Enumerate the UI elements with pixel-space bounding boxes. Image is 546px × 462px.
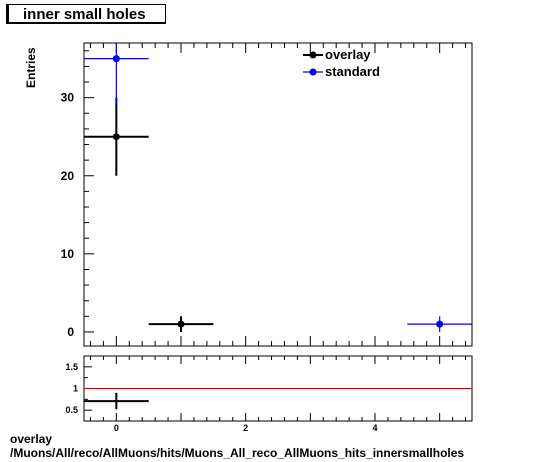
title-box: inner small holes: [6, 4, 166, 24]
data-point: [112, 133, 120, 141]
y-tick-label: 1.5: [65, 362, 78, 372]
x-tick-label: 0: [114, 423, 119, 433]
y-tick-label: 1: [73, 384, 78, 394]
data-point: [112, 55, 120, 63]
legend-label: standard: [325, 64, 380, 79]
y-tick-label: 10: [61, 247, 75, 261]
footer-path: /Muons/All/reco/AllMuons/hits/Muons_All_…: [10, 446, 465, 460]
legend-marker: [309, 68, 317, 76]
footer-label: overlay: [10, 432, 53, 446]
y-tick-label: 20: [61, 169, 75, 183]
y-tick-label: 30: [61, 91, 75, 105]
x-tick-label: 4: [372, 423, 377, 433]
legend-label: overlay: [325, 47, 371, 62]
legend-marker: [309, 51, 317, 59]
chart-title: inner small holes: [23, 6, 146, 23]
plot-frame: [83, 42, 473, 347]
data-point: [177, 320, 185, 328]
y-axis-label: Entries: [24, 47, 38, 88]
y-tick-label: 0.5: [65, 405, 78, 415]
y-tick-label: 0: [67, 325, 74, 339]
data-point: [436, 320, 444, 328]
main-plot: 0 10 20 30 overlay standard: [61, 42, 473, 347]
x-tick-label: 2: [243, 423, 248, 433]
ratio-plot: 0 2 4 0.5 1 1.5: [65, 355, 473, 433]
